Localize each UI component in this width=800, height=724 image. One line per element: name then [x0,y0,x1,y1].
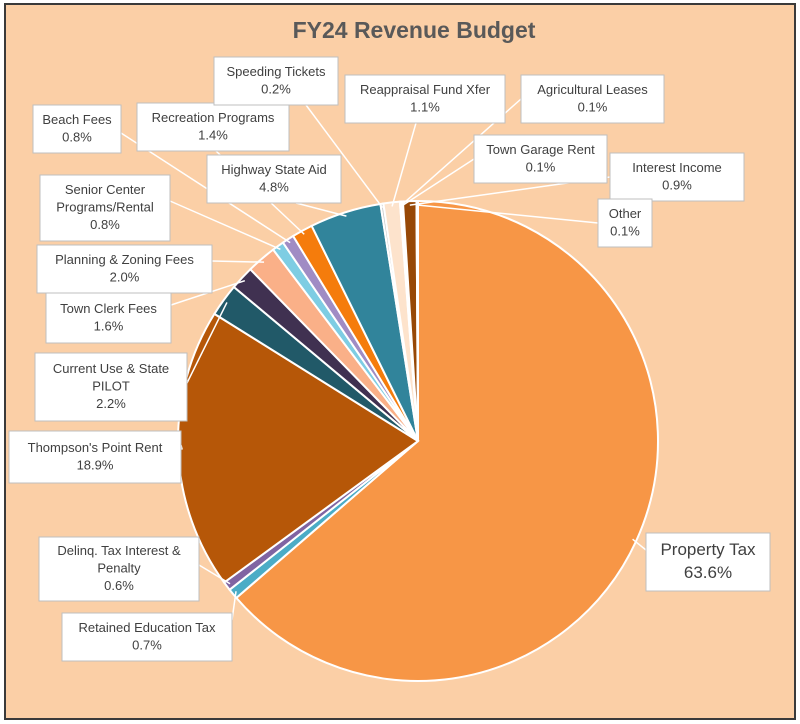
data-label-value-planning-zoning-fees: 2.0% [110,269,140,284]
leader-line-property-tax [632,538,647,551]
leader-line-senior-center-programs-rental [169,200,281,250]
data-label-planning-zoning-fees: Planning & Zoning Fees 2.0% [55,252,194,285]
data-label-value-recreation-programs: 1.4% [198,127,228,142]
data-label-interest-income: Interest Income 0.9% [632,160,722,193]
data-label-box-senior-center-programs-rental [39,174,171,242]
data-label-reappraisal-fund-xfer: Reappraisal Fund Xfer 1.1% [360,82,491,115]
data-label-value-interest-income: 0.9% [662,177,692,192]
leader-line-current-use-state-pilot [186,302,228,384]
data-label-box-current-use-state-pilot [34,352,188,422]
chart-title: FY24 Revenue Budget [293,17,536,43]
data-label-box-town-clerk-fees [45,292,172,344]
leader-line-delinq-tax-interest-penalty [198,564,231,585]
data-label-value-delinq-tax-interest-penalty: 0.6% [104,578,134,593]
data-label-highway-state-aid: Highway State Aid 4.8% [221,162,327,195]
data-label-value-speeding-tickets: 0.2% [261,81,291,96]
data-label-value-reappraisal-fund-xfer: 1.1% [410,99,440,114]
data-label-box-agricultural-leases [520,74,665,124]
data-label-other: Other 0.1% [609,206,642,239]
data-label-speeding-tickets: Speeding Tickets 0.2% [226,64,326,97]
leader-line-town-garage-rent [402,158,475,207]
leader-line-highway-state-aid [295,202,347,217]
data-label-box-delinq-tax-interest-penalty [38,536,200,602]
data-label-box-reappraisal-fund-xfer [344,74,506,124]
data-label-property-tax: Property Tax 63.6% [660,540,756,582]
data-label-retained-education-tax: Retained Education Tax 0.7% [78,620,216,653]
data-label-value-highway-state-aid: 4.8% [259,179,289,194]
data-label-value-town-garage-rent: 0.1% [526,159,556,174]
data-label-value-property-tax: 63.6% [684,563,732,582]
data-label-value-current-use-state-pilot: 2.2% [96,396,126,411]
data-labels: Property Tax 63.6% Retained Education Tax 0… [8,56,771,662]
data-label-town-clerk-fees: Town Clerk Fees 1.6% [60,301,157,334]
data-label-value-thompson-s-point-rent: 18.9% [77,457,114,472]
data-label-box-property-tax [645,532,771,592]
leader-line-retained-education-tax [231,591,237,621]
leader-line-planning-zoning-fees [211,260,265,263]
data-label-box-interest-income [609,152,745,202]
leader-line-other [417,204,599,224]
chart-frame: FY24 Revenue Budget Property Tax 63.6% Ret… [4,3,796,720]
data-label-box-speeding-tickets [213,56,339,106]
data-label-box-other [597,198,653,248]
data-label-box-thompson-s-point-rent [8,430,182,484]
pie-chart: FY24 Revenue Budget Property Tax 63.6% Ret… [8,17,771,682]
data-label-value-town-clerk-fees: 1.6% [94,318,124,333]
data-label-agricultural-leases: Agricultural Leases 0.1% [537,82,648,115]
data-label-box-beach-fees [32,104,122,154]
data-label-box-retained-education-tax [61,612,233,662]
data-label-recreation-programs: Recreation Programs 1.4% [152,110,275,143]
leader-line-speeding-tickets [305,104,384,209]
data-label-beach-fees: Beach Fees 0.8% [42,112,112,145]
data-label-box-town-garage-rent [473,134,608,184]
pie-slices [177,199,659,682]
data-label-value-beach-fees: 0.8% [62,129,92,144]
data-label-senior-center-programs-rental: Senior Center Programs/Rental 0.8% [56,182,154,232]
data-label-box-planning-zoning-fees [36,244,213,294]
data-label-value-senior-center-programs-rental: 0.8% [90,217,120,232]
data-label-delinq-tax-interest-penalty: Delinq. Tax Interest & Penalty 0.6% [57,543,181,593]
data-label-box-recreation-programs [136,102,290,152]
data-label-town-garage-rent: Town Garage Rent 0.1% [486,142,595,175]
pie-slice-other [415,199,419,442]
data-label-value-retained-education-tax: 0.7% [132,637,162,652]
data-label-box-highway-state-aid [206,154,342,204]
pie-slice-property-tax [234,199,659,682]
data-label-thompson-s-point-rent: Thompson's Point Rent 18.9% [28,440,163,473]
data-label-current-use-state-pilot: Current Use & State PILOT 2.2% [53,361,169,411]
leader-line-reappraisal-fund-xfer [391,122,417,207]
data-label-value-other: 0.1% [610,223,640,238]
data-label-value-agricultural-leases: 0.1% [578,99,608,114]
